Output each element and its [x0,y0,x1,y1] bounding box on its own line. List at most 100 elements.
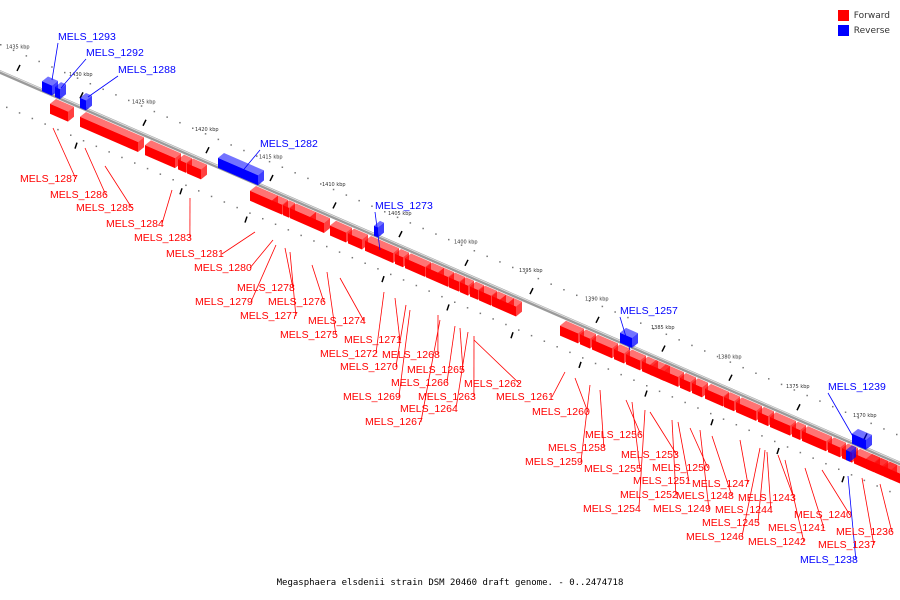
gene-label[interactable]: MELS_1258 [548,442,606,454]
gene-label[interactable]: MELS_1241 [768,522,826,534]
gene-leader-line [104,165,133,209]
gene-label[interactable]: MELS_1292 [86,47,144,59]
gene-label[interactable]: MELS_1249 [653,503,711,515]
axis-dot [896,433,898,436]
gene-leader-line [398,309,411,398]
gene-label[interactable]: MELS_1236 [836,526,894,538]
gene-label[interactable]: MELS_1269 [343,391,401,403]
gene-label[interactable]: MELS_1259 [525,456,583,468]
gene-front-face [250,190,272,211]
gene-label[interactable]: MELS_1262 [464,378,522,390]
axis-dot-lower [582,357,584,359]
gene-front-face [470,286,478,300]
gene-label[interactable]: MELS_1251 [633,475,691,487]
gene-label[interactable]: MELS_1270 [340,361,398,373]
gene-label[interactable]: MELS_1282 [260,138,318,150]
gene-top-face [500,294,514,303]
axis-dot-lower [594,362,597,365]
gene-label[interactable]: MELS_1257 [620,305,678,317]
gene-label[interactable]: MELS_1272 [320,348,378,360]
gene-label[interactable]: MELS_1274 [308,315,366,327]
gene-label[interactable]: MELS_1263 [418,391,476,403]
gene-mels-1277[interactable] [310,212,330,233]
gene-label[interactable]: MELS_1275 [280,329,338,341]
gene-label[interactable]: MELS_1266 [391,377,449,389]
gene-label[interactable]: MELS_1242 [748,536,806,548]
gene-label[interactable]: MELS_1268 [382,349,440,361]
gene-label[interactable]: MELS_1278 [237,282,295,294]
gene-label[interactable]: MELS_1239 [828,381,886,393]
gene-label[interactable]: MELS_1243 [738,492,796,504]
gene-label[interactable]: MELS_1240 [794,509,852,521]
gene-label[interactable]: MELS_1260 [532,406,590,418]
gene-mels-1236[interactable] [884,461,900,484]
gene-label[interactable]: MELS_1247 [692,478,750,490]
gene-mels-1238[interactable] [846,445,856,462]
gene-label[interactable]: MELS_1252 [620,489,678,501]
axis-dot [243,149,245,152]
axis-dot [806,394,808,397]
gene-label[interactable]: MELS_1285 [76,202,134,214]
gene-mels-1286[interactable] [80,112,144,153]
gene-label[interactable]: MELS_1264 [400,403,458,415]
gene-label[interactable]: MELS_1279 [195,296,253,308]
gene-label[interactable]: MELS_1253 [621,449,679,461]
gene-label[interactable]: MELS_1261 [496,391,554,403]
gene-label[interactable]: MELS_1255 [584,463,642,475]
gene-front-face [330,225,346,243]
gene-mels-1288[interactable] [80,93,92,111]
gene-label[interactable]: MELS_1273 [375,200,433,212]
gene-label[interactable]: MELS_1254 [583,503,641,515]
axis-tick [332,202,337,209]
gene-front-face [560,325,578,344]
gene-label[interactable]: MELS_1245 [702,517,760,529]
gene-label[interactable]: MELS_1287 [20,173,78,185]
gene-label[interactable]: MELS_1256 [585,429,643,441]
axis-dot-lower [415,284,418,287]
gene-label[interactable]: MELS_1238 [800,554,858,566]
axis-tick-lower [841,476,845,483]
gene-label[interactable]: MELS_1244 [715,504,773,516]
axis-tick-lower [179,188,183,195]
gene-label[interactable]: MELS_1281 [166,248,224,260]
gene-top-face [508,298,522,307]
gene-label[interactable]: MELS_1265 [407,364,465,376]
gene-label[interactable]: MELS_1283 [134,232,192,244]
axis-tick [398,230,403,238]
gene-mels-1287[interactable] [50,98,74,122]
axis-tick-label: 1430 kbp [69,72,93,78]
gene-label[interactable]: MELS_1237 [818,539,876,551]
gene-mels-1263[interactable] [500,294,514,313]
gene-front-face [145,145,175,169]
axis-dot-lower [518,329,520,331]
gene-mels-1283[interactable] [187,158,207,180]
gene-mels-1257[interactable] [620,327,638,348]
gene-label[interactable]: MELS_1250 [652,462,710,474]
gene-label[interactable]: MELS_1293 [58,31,116,43]
axis-dot-lower [850,474,853,476]
gene-label[interactable]: MELS_1271 [344,334,402,346]
gene-mels-1273[interactable] [374,220,384,238]
gene-label[interactable]: MELS_1284 [106,218,164,230]
gene-mels-1262[interactable] [508,298,522,317]
axis-tick-lower [644,390,648,397]
gene-label[interactable]: MELS_1280 [194,262,252,274]
gene-top-face [290,203,316,217]
gene-label[interactable]: MELS_1248 [676,490,734,502]
gene-label[interactable]: MELS_1276 [268,296,326,308]
gene-label[interactable]: MELS_1246 [686,531,744,543]
gene-mels-1272[interactable] [395,249,409,268]
gene-top-face [758,406,774,417]
gene-leader-line [879,483,893,533]
axis-dot-lower [697,407,699,409]
gene-mels-1282[interactable] [218,153,264,186]
gene-label[interactable]: MELS_1286 [50,189,108,201]
gene-label[interactable]: MELS_1267 [365,416,423,428]
axis-dot-lower [121,156,123,159]
gene-mels-1239[interactable] [852,428,872,450]
gene-mels-1244[interactable] [802,426,832,452]
gene-label[interactable]: MELS_1277 [240,310,298,322]
gene-label[interactable]: MELS_1288 [118,64,176,76]
gene-top-face [395,249,409,258]
gene-front-face [705,388,723,407]
